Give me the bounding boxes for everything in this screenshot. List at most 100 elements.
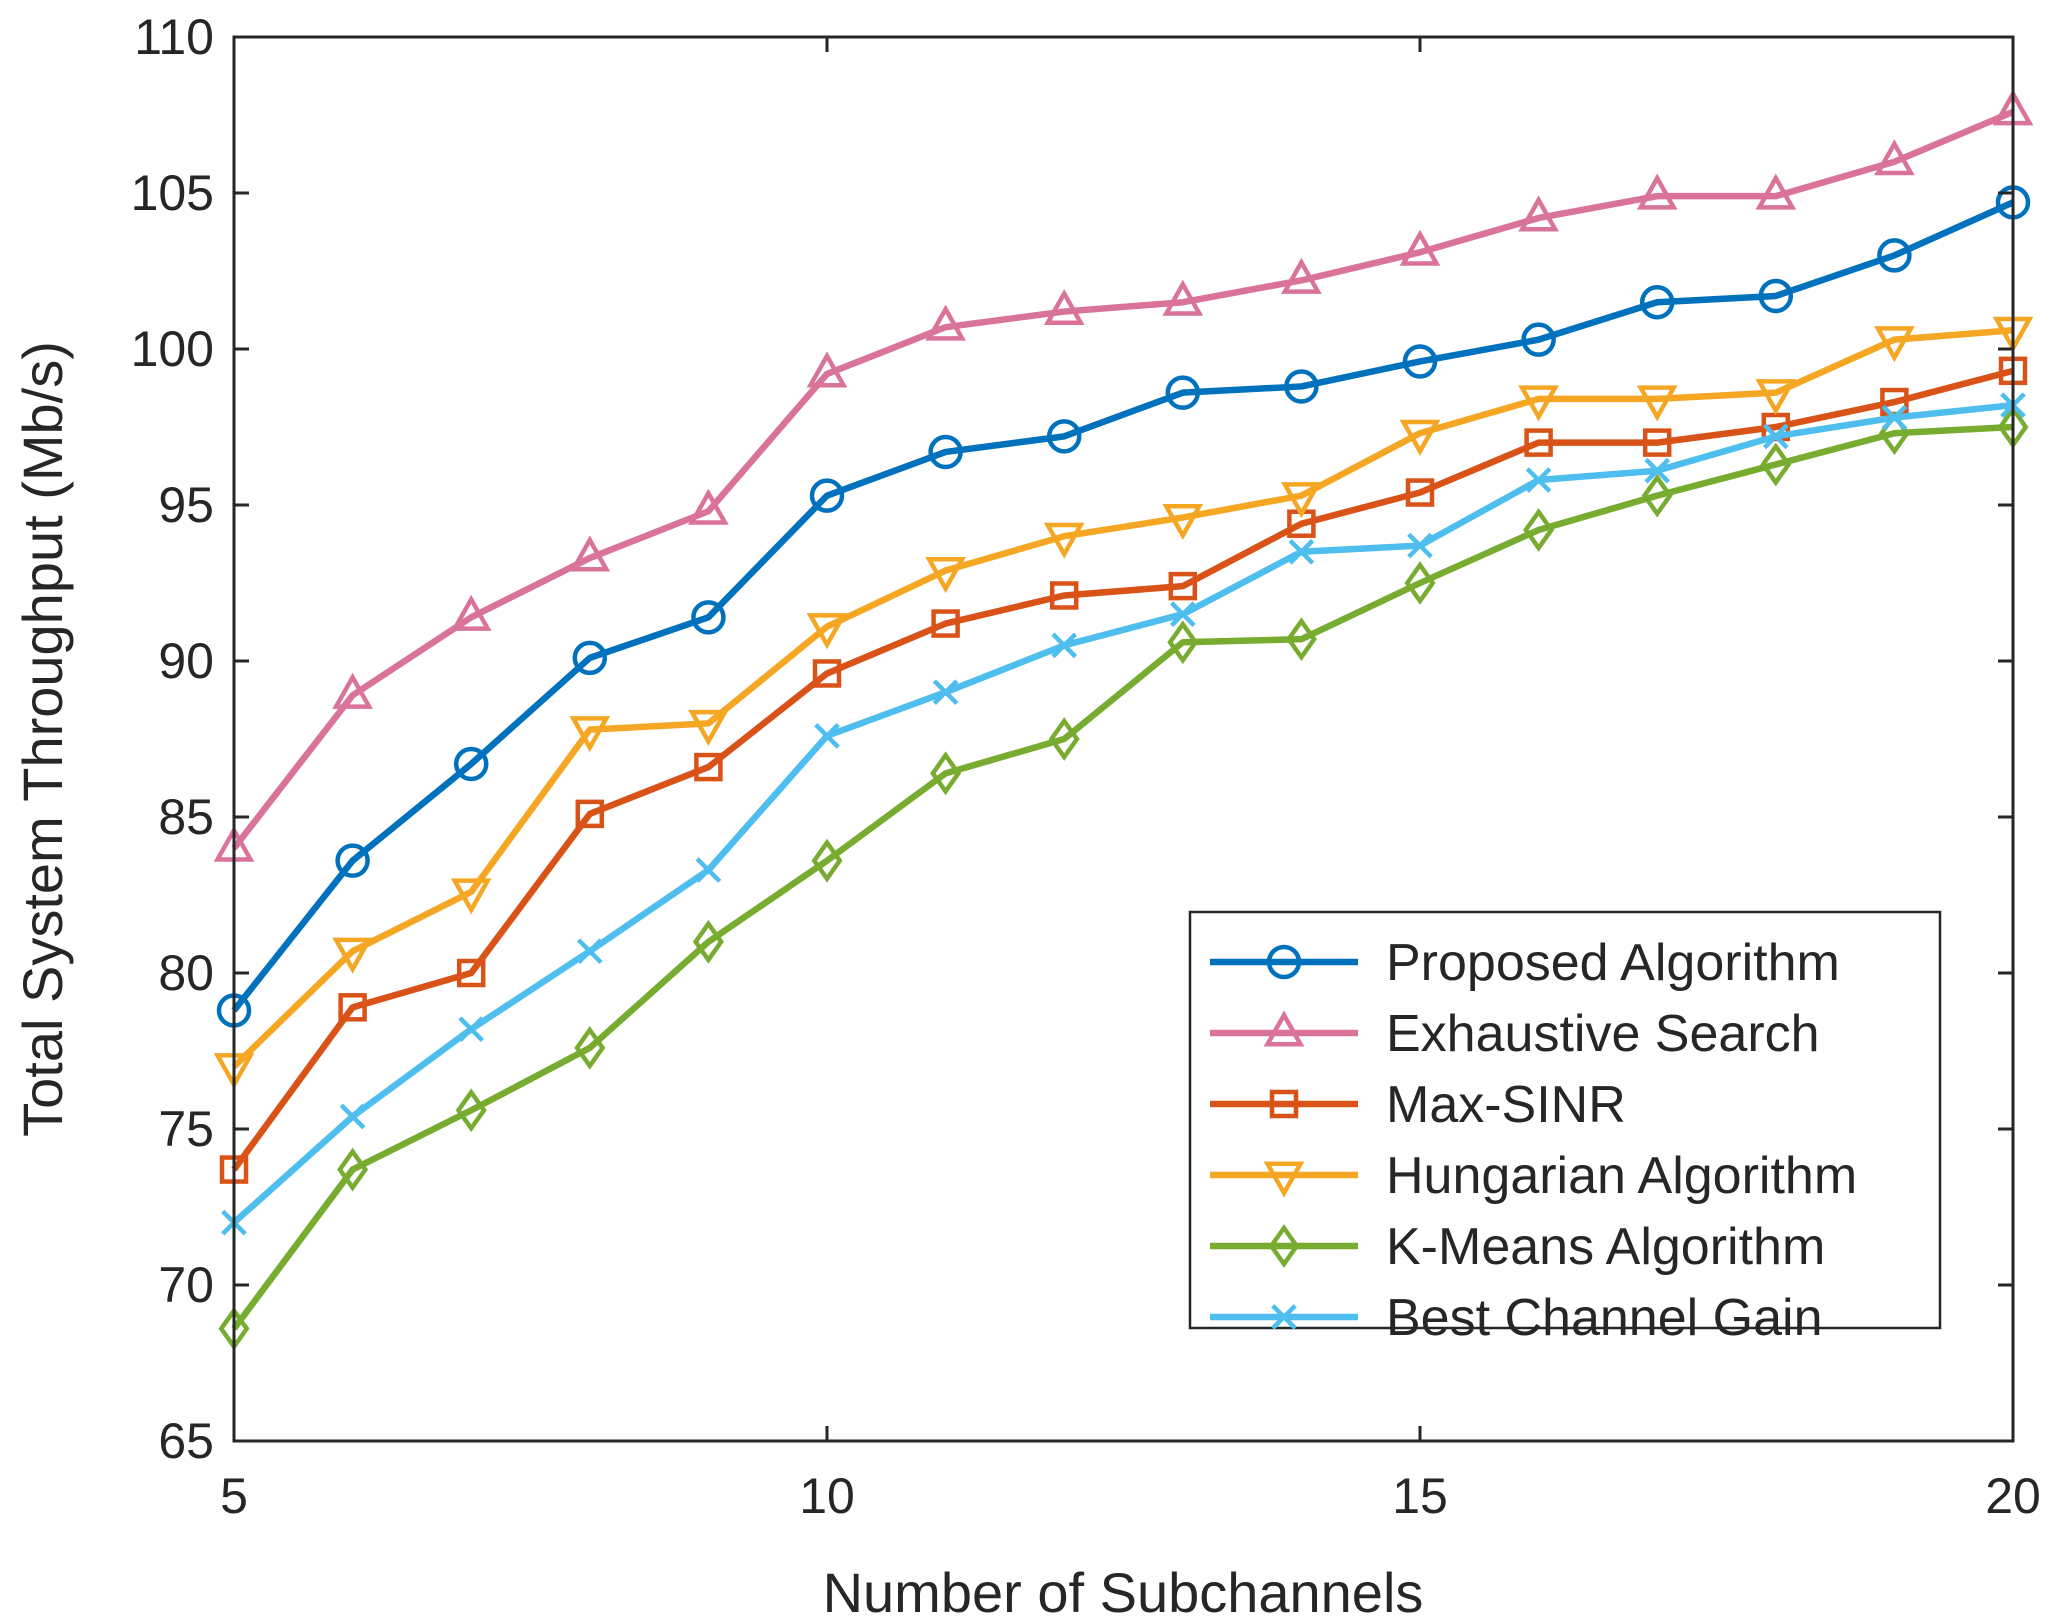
data-point-max-sinr: [1642, 428, 1672, 457]
y-tick-label: 105: [131, 165, 214, 221]
data-point-exhaustive-search: [332, 672, 373, 709]
data-point-hungarian-algorithm: [1399, 419, 1441, 456]
data-point-hungarian-algorithm: [925, 557, 966, 594]
data-point-k-means-algorithm: [337, 1147, 369, 1192]
data-point-k-means-algorithm: [1048, 717, 1080, 761]
y-axis-label: Total System Throughput (Mb/s): [11, 341, 74, 1137]
legend-label: Max-SINR: [1386, 1076, 1626, 1134]
x-tick-label: 5: [220, 1468, 248, 1524]
legend-swatch-marker: [1263, 1161, 1305, 1198]
data-point-best-channel-gain: [932, 679, 959, 706]
data-point-k-means-algorithm: [1760, 442, 1792, 487]
data-point-k-means-algorithm: [1641, 473, 1673, 518]
data-point-k-means-algorithm: [692, 919, 724, 964]
data-point-best-channel-gain: [695, 857, 722, 883]
series-exhaustive-search: [213, 89, 2034, 862]
data-point-exhaustive-search: [1636, 173, 1678, 210]
data-point-k-means-algorithm: [1404, 561, 1436, 605]
y-tick-label: 95: [158, 477, 214, 533]
data-point-max-sinr: [338, 993, 367, 1022]
data-point-max-sinr: [1405, 478, 1435, 507]
legend-swatch-marker: [1271, 1304, 1297, 1330]
series-line-max-sinr: [231, 367, 2014, 1172]
series-line-best-channel-gain: [231, 401, 2014, 1226]
data-point-exhaustive-search: [1874, 139, 1915, 176]
data-point-k-means-algorithm: [1285, 617, 1317, 662]
legend-item-k-means-algorithm: K-Means Algorithm: [1210, 1218, 1825, 1276]
legend-item-proposed-algorithm: Proposed Algorithm: [1210, 934, 1840, 992]
data-point-k-means-algorithm: [574, 1025, 606, 1070]
series-line-hungarian-algorithm: [231, 327, 2014, 1069]
data-point-hungarian-algorithm: [1755, 379, 1797, 416]
data-point-proposed-algorithm: [691, 600, 726, 635]
y-tick-label: 70: [158, 1257, 214, 1313]
data-point-hungarian-algorithm: [1043, 522, 1085, 559]
data-point-best-channel-gain: [339, 1103, 366, 1130]
y-tick-label: 65: [158, 1413, 214, 1469]
data-point-best-channel-gain: [1288, 538, 1315, 565]
data-point-exhaustive-search: [688, 488, 729, 525]
data-point-best-channel-gain: [576, 938, 603, 965]
data-point-proposed-algorithm: [928, 434, 963, 470]
data-point-exhaustive-search: [806, 351, 848, 388]
data-point-hungarian-algorithm: [1281, 482, 1322, 519]
data-point-hungarian-algorithm: [1518, 385, 1559, 422]
legend-item-max-sinr: Max-SINR: [1210, 1076, 1626, 1134]
data-point-k-means-algorithm: [1523, 508, 1555, 552]
data-point-max-sinr: [456, 958, 486, 988]
data-point-hungarian-algorithm: [1874, 326, 1915, 363]
data-point-proposed-algorithm: [1521, 322, 1556, 357]
data-point-hungarian-algorithm: [688, 709, 729, 746]
data-point-proposed-algorithm: [1758, 278, 1794, 314]
legend-label: K-Means Algorithm: [1386, 1218, 1825, 1276]
data-point-proposed-algorithm: [572, 640, 608, 676]
data-point-best-channel-gain: [1407, 532, 1433, 559]
legend-swatch-marker: [1269, 1089, 1299, 1119]
data-point-proposed-algorithm: [1877, 238, 1912, 273]
data-point-proposed-algorithm: [453, 746, 489, 782]
legend-item-hungarian-algorithm: Hungarian Algorithm: [1210, 1147, 1857, 1205]
data-point-hungarian-algorithm: [569, 716, 611, 753]
data-point-hungarian-algorithm: [1636, 385, 1678, 422]
series-line-proposed-algorithm: [231, 199, 2015, 1013]
legend-swatch-marker: [1268, 1224, 1300, 1268]
data-point-max-sinr: [931, 609, 960, 638]
data-point-proposed-algorithm: [1165, 375, 1201, 410]
data-point-k-means-algorithm: [455, 1088, 487, 1133]
data-point-max-sinr: [1524, 428, 1553, 457]
data-point-hungarian-algorithm: [332, 937, 373, 974]
series-line-exhaustive-search: [231, 108, 2015, 851]
legend-label: Exhaustive Search: [1386, 1005, 1820, 1063]
legend-item-best-channel-gain: Best Channel Gain: [1210, 1289, 1823, 1347]
plot-frame: [232, 35, 2015, 1443]
x-tick-label: 15: [1392, 1468, 1448, 1524]
data-point-max-sinr: [1049, 581, 1079, 610]
data-point-best-channel-gain: [1525, 467, 1552, 493]
data-point-proposed-algorithm: [1639, 284, 1675, 320]
y-tick-label: 85: [158, 789, 214, 845]
y-tick-label: 80: [158, 945, 214, 1001]
data-point-exhaustive-search: [1281, 257, 1322, 294]
data-point-proposed-algorithm: [1284, 369, 1319, 404]
y-tick-label: 90: [158, 633, 214, 689]
data-point-proposed-algorithm: [1046, 419, 1082, 454]
data-point-k-means-algorithm: [811, 838, 843, 883]
data-point-exhaustive-search: [1755, 173, 1797, 210]
data-point-exhaustive-search: [925, 304, 966, 341]
data-point-exhaustive-search: [1043, 288, 1085, 326]
data-point-best-channel-gain: [1169, 601, 1196, 628]
data-point-exhaustive-search: [1162, 279, 1204, 316]
legend-label: Proposed Algorithm: [1386, 934, 1840, 992]
data-point-best-channel-gain: [1762, 423, 1789, 450]
series-best-channel-gain: [221, 392, 2026, 1236]
data-point-best-channel-gain: [814, 723, 840, 749]
data-point-best-channel-gain: [1644, 457, 1671, 484]
data-point-exhaustive-search: [1399, 229, 1441, 266]
data-point-exhaustive-search: [569, 535, 611, 572]
data-point-proposed-algorithm: [335, 843, 370, 878]
legend-swatch-marker: [1266, 944, 1302, 980]
legend-label: Best Channel Gain: [1386, 1289, 1823, 1347]
data-point-best-channel-gain: [1051, 632, 1078, 659]
data-point-exhaustive-search: [1518, 195, 1559, 232]
